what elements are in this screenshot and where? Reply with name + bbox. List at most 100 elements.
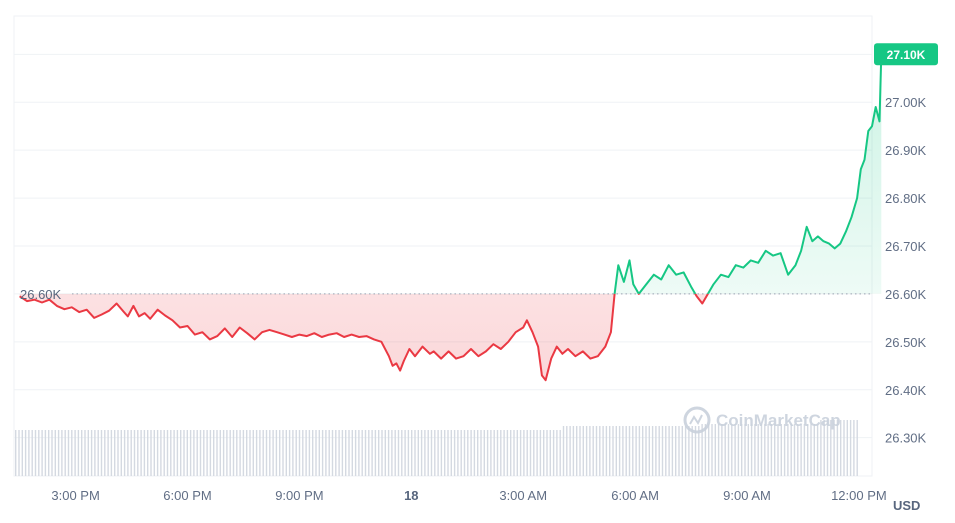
volume-bar bbox=[239, 430, 241, 476]
x-tick-label: 3:00 PM bbox=[51, 488, 99, 503]
volume-bar bbox=[503, 430, 505, 476]
volume-bar bbox=[480, 430, 482, 476]
volume-bar bbox=[64, 430, 66, 476]
volume-bar bbox=[750, 424, 753, 476]
volume-bar bbox=[48, 430, 50, 476]
volume-bar bbox=[684, 426, 687, 476]
x-tick-label: 9:00 AM bbox=[723, 488, 771, 503]
volume-bar bbox=[44, 430, 47, 476]
volume-bar bbox=[638, 426, 641, 476]
volume-bar bbox=[840, 420, 842, 476]
volume-bar bbox=[618, 426, 621, 476]
volume-bar bbox=[259, 430, 261, 476]
volume-bar bbox=[417, 430, 419, 476]
volume-bar bbox=[180, 430, 182, 476]
volume-bar bbox=[193, 430, 195, 476]
volume-bar bbox=[285, 430, 287, 476]
volume-bar bbox=[84, 430, 86, 476]
volume-bar bbox=[31, 430, 33, 476]
volume-bar bbox=[500, 430, 502, 476]
volume-bar bbox=[407, 430, 410, 476]
watermark-logo bbox=[683, 406, 711, 434]
y-tick-label: 26.30K bbox=[885, 431, 927, 446]
volume-bar bbox=[404, 430, 406, 476]
volume-bar bbox=[450, 430, 452, 476]
volume-bar bbox=[843, 420, 845, 476]
volume-bar bbox=[378, 430, 380, 476]
volume-bar bbox=[651, 426, 654, 476]
volume-bar bbox=[295, 430, 297, 476]
volume-bar bbox=[691, 426, 693, 476]
volume-bar bbox=[186, 430, 188, 476]
volume-bar bbox=[394, 430, 396, 476]
volume-bar bbox=[397, 430, 400, 476]
y-tick-label: 27.00K bbox=[885, 95, 927, 110]
volume-bar bbox=[272, 430, 274, 476]
volume-bar bbox=[219, 430, 221, 476]
volume-bar bbox=[609, 426, 611, 476]
volume-bar bbox=[81, 430, 83, 476]
volume-bar bbox=[599, 426, 601, 476]
volume-bar bbox=[655, 426, 657, 476]
current-price-badge: 27.10K bbox=[874, 43, 938, 66]
volume-bar bbox=[321, 430, 324, 476]
volume-bar bbox=[166, 430, 169, 476]
volume-bar bbox=[183, 430, 185, 476]
volume-bars bbox=[15, 420, 858, 476]
volume-bar bbox=[331, 430, 334, 476]
volume-bar bbox=[721, 424, 723, 476]
watermark: CoinMarketCap bbox=[683, 406, 841, 434]
volume-bar bbox=[543, 430, 545, 476]
volume-bar bbox=[529, 430, 532, 476]
volume-bar bbox=[826, 420, 829, 476]
volume-bar bbox=[526, 430, 528, 476]
volume-bar bbox=[176, 430, 179, 476]
volume-bar bbox=[424, 430, 426, 476]
volume-bar bbox=[335, 430, 337, 476]
volume-bar bbox=[549, 430, 551, 476]
volume-bar bbox=[523, 430, 525, 476]
volume-bar bbox=[308, 430, 311, 476]
y-tick-label: 26.50K bbox=[885, 335, 927, 350]
volume-bar bbox=[701, 424, 703, 476]
volume-bar bbox=[354, 430, 357, 476]
volume-bar bbox=[671, 426, 674, 476]
volume-bar bbox=[846, 420, 848, 476]
volume-bar bbox=[411, 430, 413, 476]
volume-bar bbox=[61, 430, 63, 476]
volume-bar bbox=[724, 424, 726, 476]
volume-bar bbox=[196, 430, 198, 476]
volume-bar bbox=[269, 430, 271, 476]
volume-bar bbox=[213, 430, 215, 476]
volume-bar bbox=[783, 424, 786, 476]
x-tick-label: 18 bbox=[404, 488, 418, 503]
volume-bar bbox=[170, 430, 172, 476]
volume-bar bbox=[203, 430, 205, 476]
volume-bar bbox=[206, 430, 208, 476]
volume-bar bbox=[345, 430, 347, 476]
volume-bar bbox=[312, 430, 314, 476]
y-tick-label: 26.80K bbox=[885, 191, 927, 206]
volume-bar bbox=[490, 430, 492, 476]
volume-bar bbox=[391, 430, 393, 476]
volume-bar bbox=[813, 424, 815, 476]
volume-bar bbox=[114, 430, 116, 476]
y-tick-label: 26.40K bbox=[885, 383, 927, 398]
y-tick-label: 26.60K bbox=[885, 287, 927, 302]
volume-bar bbox=[632, 426, 634, 476]
volume-bar bbox=[708, 424, 710, 476]
volume-bar bbox=[384, 430, 386, 476]
volume-bar bbox=[496, 430, 499, 476]
volume-bar bbox=[147, 430, 149, 476]
volume-bar bbox=[810, 424, 812, 476]
volume-bar bbox=[797, 424, 799, 476]
volume-bar bbox=[282, 430, 284, 476]
volume-bar bbox=[374, 430, 377, 476]
area-below-reference bbox=[19, 293, 708, 381]
volume-bar bbox=[546, 430, 548, 476]
volume-bar bbox=[97, 430, 99, 476]
volume-bar bbox=[556, 430, 558, 476]
volume-bar bbox=[54, 430, 56, 476]
volume-bar bbox=[823, 420, 825, 476]
volume-bar bbox=[714, 424, 716, 476]
